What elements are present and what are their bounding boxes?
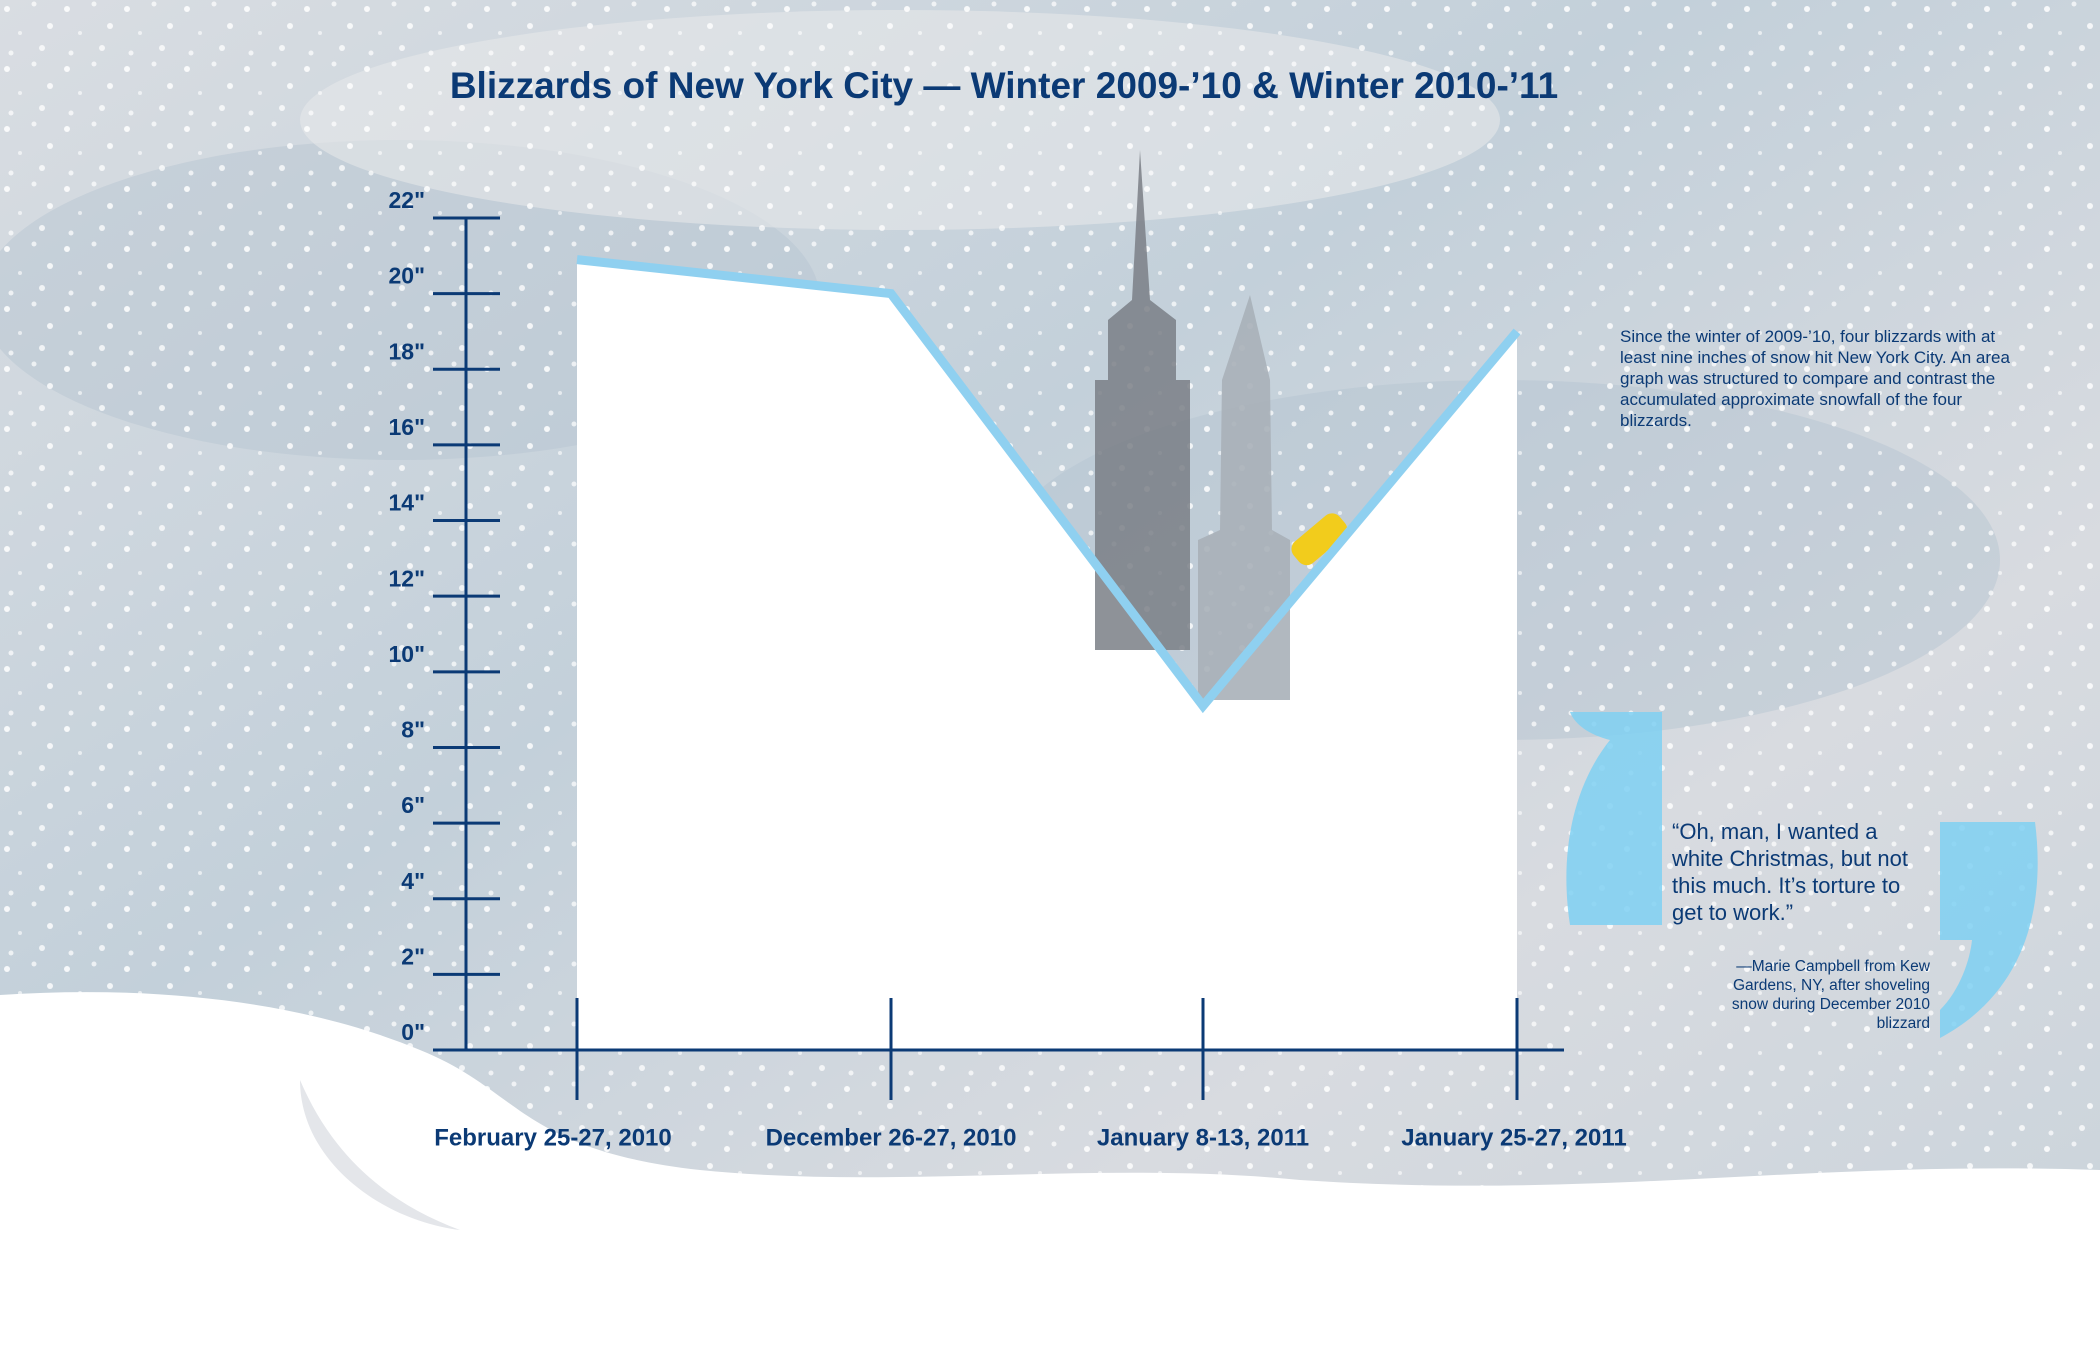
y-tick-label: 6" xyxy=(401,792,425,818)
chart-title: Blizzards of New York City — Winter 2009… xyxy=(450,65,1558,106)
y-tick-label: 8" xyxy=(401,717,425,743)
chrysler-building xyxy=(1198,295,1290,700)
close-quote xyxy=(1940,822,2038,1038)
quote-mark xyxy=(1566,712,1662,925)
quote: “Oh, man, I wanted a white Christmas, bu… xyxy=(1672,819,1908,925)
open-quote xyxy=(1566,712,1662,925)
y-tick-label: 22" xyxy=(389,187,426,213)
quote-mark xyxy=(1940,822,2038,1038)
empire-state-building xyxy=(1095,150,1190,650)
x-tick-label: December 26-27, 2010 xyxy=(766,1124,1017,1151)
y-tick-label: 4" xyxy=(401,868,425,894)
x-tick-label: January 8-13, 2011 xyxy=(1097,1124,1309,1151)
skyline xyxy=(1095,150,1348,700)
y-tick-label: 10" xyxy=(389,641,426,667)
drift-shadow xyxy=(300,1080,460,1230)
area xyxy=(577,259,1517,1051)
y-tick-label: 20" xyxy=(389,263,426,289)
y-tick-label: 14" xyxy=(389,490,426,516)
y-tick-label: 12" xyxy=(389,565,426,591)
area-line xyxy=(576,255,1521,714)
y-tick-label: 18" xyxy=(389,338,426,364)
taxi xyxy=(1291,513,1348,566)
y-tick-label: 16" xyxy=(389,414,426,440)
x-tick-label: February 25-27, 2010 xyxy=(434,1124,671,1151)
attribution: —Marie Campbell from Kew Gardens, NY, af… xyxy=(1731,958,1930,1032)
snow-drift xyxy=(0,992,2100,1359)
description: Since the winter of 2009-’10, four blizz… xyxy=(1620,327,2010,430)
y-tick-label: 0" xyxy=(401,1019,425,1045)
y-tick-label: 2" xyxy=(401,943,425,969)
x-tick-label: January 25-27, 2011 xyxy=(1401,1124,1627,1151)
